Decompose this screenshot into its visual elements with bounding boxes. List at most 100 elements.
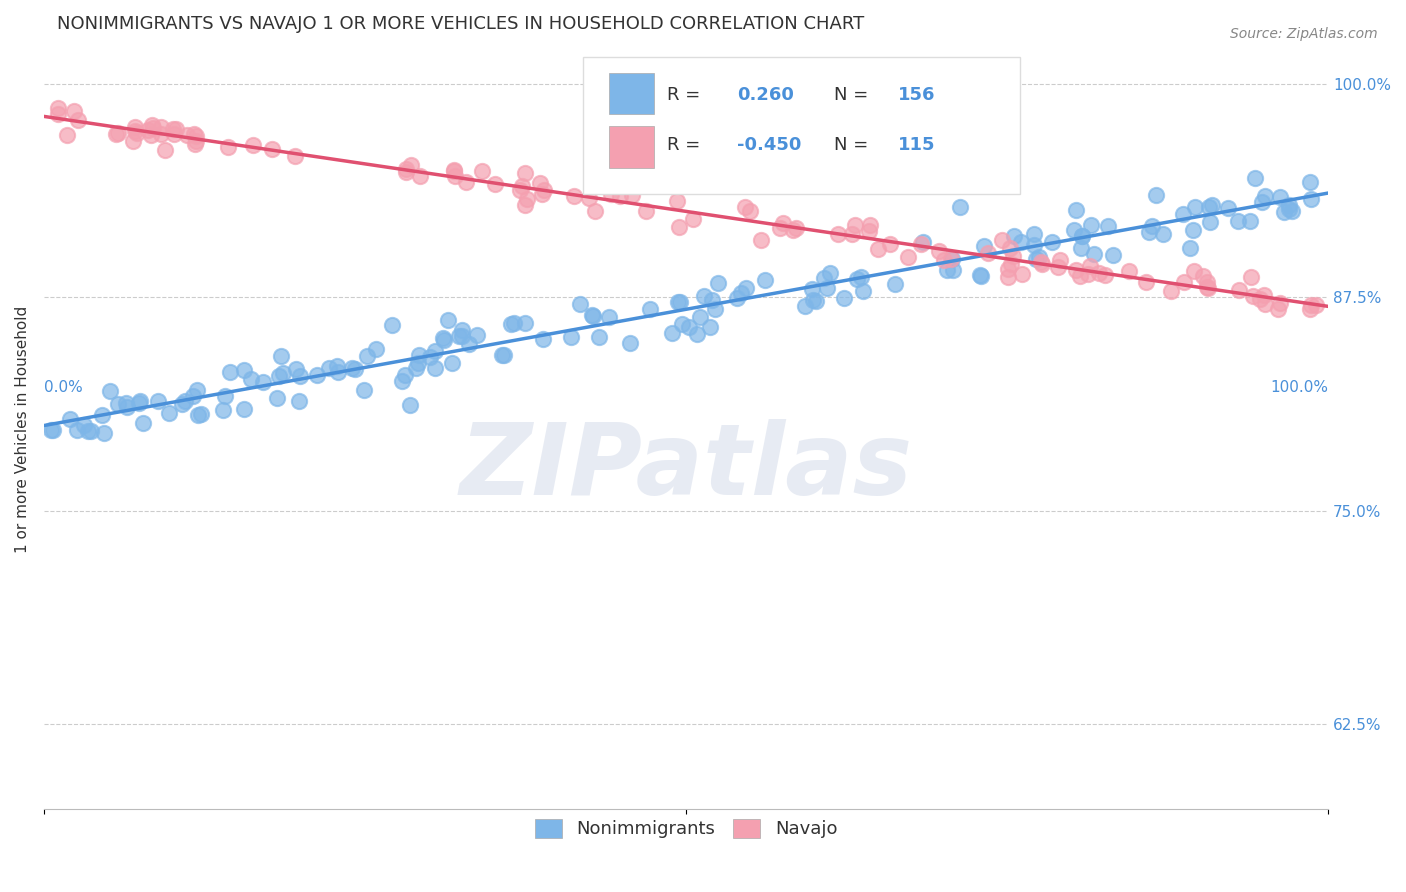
Y-axis label: 1 or more Vehicles in Household: 1 or more Vehicles in Household bbox=[15, 306, 30, 553]
Nonimmigrants bbox=[77, 424, 100, 438]
Nonimmigrants bbox=[1063, 223, 1085, 237]
Nonimmigrants bbox=[450, 328, 472, 343]
Navajo bbox=[443, 163, 465, 178]
Nonimmigrants bbox=[1281, 204, 1303, 219]
Navajo bbox=[844, 219, 866, 233]
Nonimmigrants bbox=[1097, 219, 1119, 233]
Text: R =: R = bbox=[666, 136, 706, 153]
Nonimmigrants bbox=[436, 313, 458, 327]
Text: 0.260: 0.260 bbox=[737, 87, 794, 104]
Navajo bbox=[1031, 256, 1053, 270]
Nonimmigrants bbox=[432, 331, 454, 345]
Nonimmigrants bbox=[132, 416, 155, 430]
Navajo bbox=[150, 127, 173, 141]
Navajo bbox=[1001, 249, 1024, 263]
Nonimmigrants bbox=[1080, 219, 1102, 233]
Nonimmigrants bbox=[450, 323, 472, 337]
Navajo bbox=[1197, 281, 1219, 295]
Nonimmigrants bbox=[1102, 248, 1125, 262]
Nonimmigrants bbox=[441, 356, 464, 370]
Legend: Nonimmigrants, Navajo: Nonimmigrants, Navajo bbox=[527, 812, 845, 846]
Navajo bbox=[1173, 275, 1195, 289]
Nonimmigrants bbox=[1070, 242, 1092, 256]
Nonimmigrants bbox=[80, 424, 103, 438]
Nonimmigrants bbox=[186, 384, 208, 398]
Navajo bbox=[66, 112, 89, 127]
Navajo bbox=[1267, 302, 1289, 317]
Nonimmigrants bbox=[157, 406, 180, 420]
Nonimmigrants bbox=[725, 292, 748, 306]
Nonimmigrants bbox=[290, 368, 312, 383]
Navajo bbox=[1029, 254, 1052, 268]
Navajo bbox=[997, 262, 1019, 277]
Nonimmigrants bbox=[815, 281, 838, 295]
Navajo bbox=[1046, 260, 1069, 275]
Nonimmigrants bbox=[800, 282, 823, 296]
Navajo bbox=[769, 220, 792, 235]
Navajo bbox=[1094, 268, 1116, 283]
Navajo bbox=[124, 120, 146, 135]
Nonimmigrants bbox=[678, 319, 700, 334]
Navajo bbox=[977, 246, 1000, 260]
Nonimmigrants bbox=[801, 293, 824, 307]
FancyBboxPatch shape bbox=[583, 57, 1019, 194]
Nonimmigrants bbox=[233, 401, 256, 416]
Nonimmigrants bbox=[1278, 202, 1301, 216]
Nonimmigrants bbox=[970, 269, 993, 284]
Nonimmigrants bbox=[969, 268, 991, 282]
Navajo bbox=[510, 178, 533, 193]
Navajo bbox=[1227, 284, 1250, 298]
Nonimmigrants bbox=[408, 348, 430, 362]
Text: N =: N = bbox=[834, 87, 868, 104]
Nonimmigrants bbox=[1268, 190, 1291, 204]
Navajo bbox=[578, 192, 600, 206]
Nonimmigrants bbox=[405, 361, 427, 376]
Nonimmigrants bbox=[1173, 207, 1195, 221]
Nonimmigrants bbox=[366, 343, 388, 357]
Nonimmigrants bbox=[1022, 227, 1045, 242]
Navajo bbox=[1000, 257, 1022, 271]
Navajo bbox=[1299, 302, 1322, 317]
Navajo bbox=[443, 163, 465, 178]
Navajo bbox=[127, 126, 149, 140]
Navajo bbox=[621, 188, 644, 202]
Nonimmigrants bbox=[288, 393, 311, 408]
Nonimmigrants bbox=[117, 400, 139, 414]
Navajo bbox=[46, 102, 69, 116]
Nonimmigrants bbox=[174, 394, 197, 409]
Nonimmigrants bbox=[1002, 229, 1025, 244]
Nonimmigrants bbox=[700, 293, 723, 307]
Navajo bbox=[107, 126, 129, 140]
Nonimmigrants bbox=[1010, 235, 1032, 249]
Nonimmigrants bbox=[852, 285, 875, 299]
Nonimmigrants bbox=[1301, 192, 1323, 206]
Nonimmigrants bbox=[394, 368, 416, 383]
Nonimmigrants bbox=[1071, 228, 1094, 243]
Navajo bbox=[665, 194, 688, 209]
Navajo bbox=[682, 212, 704, 227]
Nonimmigrants bbox=[813, 271, 835, 285]
Navajo bbox=[1195, 275, 1218, 289]
Nonimmigrants bbox=[146, 394, 169, 409]
Navajo bbox=[1254, 297, 1277, 311]
Nonimmigrants bbox=[513, 316, 536, 330]
Navajo bbox=[183, 127, 205, 141]
Nonimmigrants bbox=[42, 423, 65, 437]
Nonimmigrants bbox=[818, 266, 841, 280]
Navajo bbox=[1241, 288, 1264, 302]
Text: -0.450: -0.450 bbox=[737, 136, 801, 153]
Navajo bbox=[782, 223, 804, 237]
Nonimmigrants bbox=[252, 375, 274, 389]
Nonimmigrants bbox=[212, 403, 235, 417]
Nonimmigrants bbox=[588, 329, 610, 343]
Nonimmigrants bbox=[568, 297, 591, 311]
Navajo bbox=[1049, 252, 1071, 267]
Navajo bbox=[910, 236, 932, 251]
Nonimmigrants bbox=[325, 359, 347, 373]
Navajo bbox=[139, 128, 162, 143]
Nonimmigrants bbox=[941, 252, 963, 267]
Nonimmigrants bbox=[107, 397, 129, 411]
Text: 156: 156 bbox=[898, 87, 935, 104]
Navajo bbox=[1160, 284, 1182, 298]
Nonimmigrants bbox=[560, 330, 582, 344]
